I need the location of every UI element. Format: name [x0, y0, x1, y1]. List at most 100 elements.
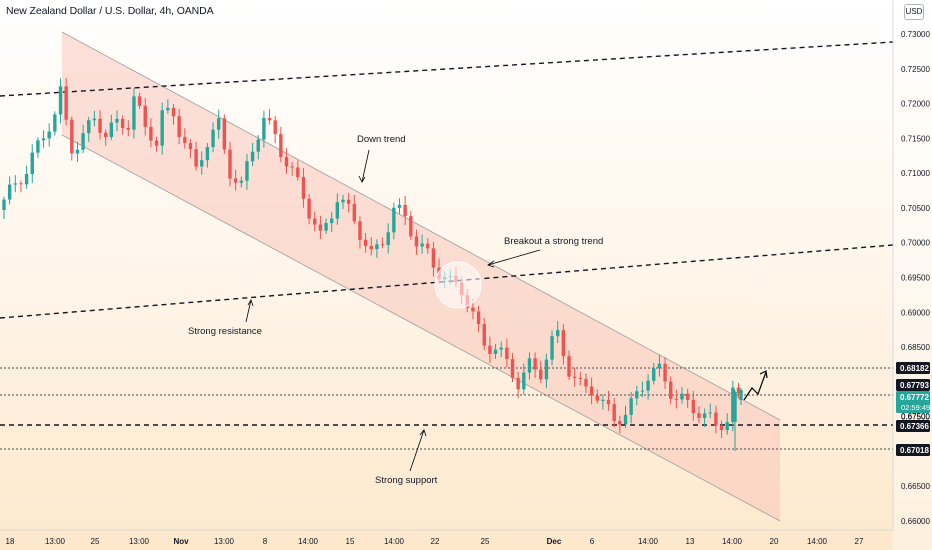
x-tick-label: 13:00 [214, 537, 235, 546]
candle-body [618, 421, 622, 425]
x-tick-label: 8 [263, 537, 268, 546]
candle-body [561, 330, 566, 357]
candle-body [330, 218, 334, 224]
candle-body [36, 140, 40, 153]
channel-upper-line [61, 31, 781, 421]
symbol-title: New Zealand Dollar / U.S. Dollar, 4h, OA… [6, 5, 214, 17]
y-tick-label: 0.68500 [901, 343, 930, 352]
currency-badge[interactable]: USD [904, 4, 924, 20]
candle-body [493, 349, 498, 354]
candle-body [733, 392, 737, 422]
annotation-strong-resistance: Strong resistance [188, 326, 262, 337]
candle-body [318, 224, 323, 231]
annotation-breakout: Breakout a strong trend [504, 236, 603, 247]
candle-body [41, 138, 46, 141]
candle-body [646, 380, 650, 391]
x-tick-label: Nov [173, 537, 189, 546]
candle-body [471, 307, 475, 312]
candle-body [397, 204, 402, 208]
x-tick-label: 25 [91, 537, 100, 546]
candle-body [510, 359, 515, 378]
candle-body [149, 126, 153, 141]
candle-body [143, 105, 147, 127]
candle-body [556, 330, 560, 337]
candle-body [567, 356, 571, 377]
candle-body [635, 391, 639, 399]
descending-channel [62, 32, 780, 521]
price-axis-background [893, 0, 932, 550]
candle-body [488, 345, 492, 354]
candle-body [369, 246, 373, 250]
candle-body [75, 149, 80, 154]
y-tick-label: 0.67500 [901, 413, 930, 422]
candle-body [81, 133, 85, 150]
candle-body [335, 202, 340, 219]
candle-body [154, 140, 159, 146]
breakout-pointer [487, 249, 541, 266]
x-tick-label: 15 [346, 537, 355, 546]
price-label-p2: 0.67500 [901, 412, 930, 421]
price-tag-low: 0.67018 [900, 446, 929, 455]
candle-body [256, 139, 260, 152]
candle-body [725, 422, 729, 431]
projection-arrow-head [759, 370, 768, 379]
candle-body [239, 180, 243, 183]
candle-body [431, 248, 436, 268]
candle-body [47, 131, 51, 139]
x-tick-label: 20 [770, 537, 779, 546]
resistance-pointer-head [247, 299, 254, 307]
candle-body [115, 118, 119, 123]
annotation-strong-support: Strong support [375, 475, 438, 486]
candle-body [188, 143, 193, 150]
candle-body [19, 183, 23, 185]
x-tick-label: Dec [547, 537, 562, 546]
candle-body [363, 239, 368, 247]
candle-body [702, 413, 707, 418]
candle-body [736, 387, 741, 394]
candle-body [663, 363, 667, 382]
x-tick-label: 13 [686, 537, 695, 546]
candle-body [171, 107, 176, 117]
candle-body [211, 129, 215, 148]
candle-body [358, 221, 362, 240]
candle-body [533, 358, 537, 370]
price-tag-live: 0.67772 [900, 393, 929, 402]
candle-body [2, 199, 6, 211]
candle-body [403, 204, 407, 217]
candle-body [719, 425, 724, 431]
x-tick-label: 27 [855, 537, 864, 546]
support-pointer [409, 429, 425, 472]
candle-body [578, 377, 582, 380]
y-tick-label: 0.73000 [901, 30, 930, 39]
candle-body [623, 414, 628, 425]
candle-body [352, 203, 356, 222]
candle-body [58, 86, 63, 115]
price-tag-support-bg [896, 420, 930, 432]
candle-body [612, 404, 616, 422]
candles [2, 77, 743, 451]
x-tick-label: 14:00 [807, 537, 828, 546]
candle-body [414, 236, 419, 247]
x-tick-label: 22 [431, 537, 440, 546]
candle-body [273, 120, 277, 135]
candle-body [120, 118, 125, 129]
x-tick-label: 14:00 [384, 537, 405, 546]
x-tick-label: 14:00 [298, 537, 319, 546]
price-tag-top: 0.68182 [900, 364, 929, 373]
candle-body [550, 336, 554, 360]
y-tick-label: 0.66000 [901, 517, 930, 526]
candle-body [589, 386, 594, 396]
candle-body [691, 399, 695, 414]
candle-body [98, 118, 102, 133]
channel-lower-line [61, 134, 781, 522]
x-tick-label: 6 [590, 537, 595, 546]
down-trend-pointer-head [358, 175, 366, 183]
candle-body [669, 381, 673, 399]
candle-body [13, 183, 17, 185]
x-tick-label: 14:00 [722, 537, 743, 546]
y-tick-label: 0.72500 [901, 65, 930, 74]
candle-body [516, 377, 520, 390]
candle-body [629, 398, 633, 415]
candle-body [420, 243, 424, 247]
